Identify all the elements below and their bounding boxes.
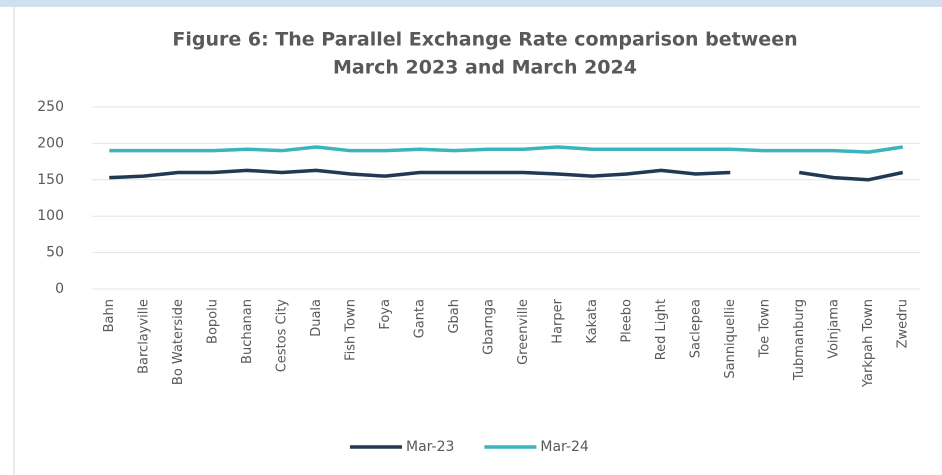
legend-label: Mar-24 bbox=[540, 439, 588, 455]
x-tick-label: Duala bbox=[309, 299, 324, 337]
x-tick-label: Bopolu bbox=[205, 299, 220, 344]
data-line bbox=[109, 168, 904, 182]
chart-title: Figure 6: The Parallel Exchange Rate com… bbox=[172, 29, 797, 51]
y-tick-label: 50 bbox=[46, 245, 64, 261]
y-tick-label: 100 bbox=[37, 208, 64, 224]
x-tick-label: Bo Waterside bbox=[171, 299, 186, 385]
x-tick-label: Saclepea bbox=[688, 299, 703, 358]
x-tick-label: Red Light bbox=[654, 299, 669, 360]
x-tick-label: Gbah bbox=[447, 299, 462, 334]
x-tick-label: Fish Town bbox=[343, 299, 358, 361]
x-tick-label: Bahn bbox=[102, 299, 117, 332]
y-tick-label: 150 bbox=[37, 172, 64, 188]
x-tick-label: Ganta bbox=[412, 299, 427, 338]
y-tick-label: 200 bbox=[37, 135, 64, 151]
y-tick-label: 250 bbox=[37, 99, 64, 115]
data-line bbox=[109, 145, 904, 154]
x-tick-label: Toe Town bbox=[757, 299, 772, 358]
x-tick-label: Foya bbox=[378, 299, 393, 330]
x-tick-label: Buchanan bbox=[240, 299, 255, 364]
x-tick-label: Greenville bbox=[516, 299, 531, 365]
chart-title: March 2023 and March 2024 bbox=[333, 57, 637, 79]
x-tick-label: Pleebo bbox=[619, 299, 634, 343]
x-tick-label: Harper bbox=[550, 298, 565, 343]
x-tick-label: Kakata bbox=[585, 299, 600, 344]
x-tick-label: Cestos City bbox=[274, 299, 289, 373]
x-tick-label: Gbarnga bbox=[481, 299, 496, 355]
x-tick-label: Voinjama bbox=[826, 299, 841, 359]
x-tick-label: Zwedru bbox=[895, 299, 910, 348]
y-tick-label: 0 bbox=[55, 281, 64, 297]
legend-label: Mar-23 bbox=[406, 439, 454, 455]
x-tick-label: Yarkpah Town bbox=[861, 299, 876, 388]
top-border bbox=[0, 0, 942, 7]
x-tick-label: Sanniquellie bbox=[723, 299, 738, 379]
x-tick-label: Tubmanburg bbox=[792, 299, 807, 381]
x-tick-label: Barclayville bbox=[136, 299, 151, 374]
